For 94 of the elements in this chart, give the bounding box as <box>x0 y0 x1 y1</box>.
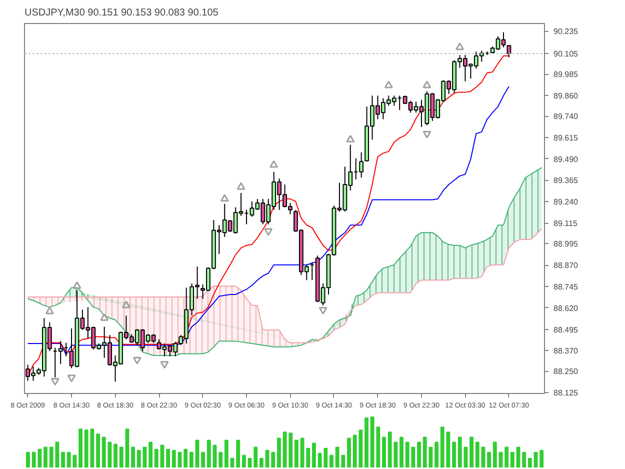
bar <box>136 450 141 468</box>
bar <box>230 458 234 468</box>
bar <box>492 442 497 468</box>
bar <box>184 448 188 468</box>
bar <box>458 436 462 468</box>
y-tick-label: 88.995 <box>554 240 579 249</box>
bar <box>166 448 170 468</box>
bar <box>61 452 65 468</box>
y-tick-label: 88.870 <box>554 261 579 270</box>
bar <box>504 446 509 468</box>
bar <box>276 438 281 468</box>
bar <box>312 442 316 468</box>
y-tick-label: 89.985 <box>554 70 579 80</box>
bar <box>470 436 474 468</box>
point <box>422 80 432 88</box>
point <box>72 281 82 289</box>
bar <box>78 428 82 468</box>
ref-line-label: 90.105 <box>554 49 579 58</box>
bar <box>522 452 526 468</box>
bar <box>516 446 520 468</box>
point <box>100 313 109 321</box>
bar <box>481 446 486 468</box>
y-tick-label: 89.115 <box>554 219 578 228</box>
y-tick-label: 88.745 <box>554 282 579 292</box>
bar <box>114 444 118 468</box>
bar <box>510 452 514 468</box>
bar <box>248 458 252 468</box>
y-tick-label: 89.615 <box>554 133 579 142</box>
point <box>132 356 142 364</box>
y-tick-label: 89.860 <box>554 91 579 100</box>
bar <box>236 440 240 468</box>
bar <box>189 452 194 468</box>
point <box>160 361 169 369</box>
line-series <box>27 228 542 344</box>
bar <box>206 440 211 468</box>
point <box>122 300 130 308</box>
bar <box>382 436 386 468</box>
bar <box>400 436 404 468</box>
bar <box>364 418 368 468</box>
bar <box>131 446 136 468</box>
bar <box>259 458 264 468</box>
bar <box>148 442 153 468</box>
bar <box>498 452 503 468</box>
point <box>45 306 54 314</box>
point <box>67 374 76 382</box>
y-tick-label: 88.495 <box>554 325 579 334</box>
bar <box>125 428 130 468</box>
y-tick-label: 90.235 <box>554 27 579 36</box>
point <box>264 228 273 236</box>
bar <box>540 450 544 468</box>
bar <box>224 440 228 468</box>
chart-title: USDJPY,M30 90.151 90.153 90.083 90.105 <box>24 8 219 18</box>
bar <box>330 454 334 468</box>
bar <box>154 448 158 468</box>
bar <box>434 442 438 468</box>
y-tick-label: 88.125 <box>554 388 579 398</box>
bar <box>271 452 276 468</box>
bar <box>487 452 492 468</box>
bar <box>26 452 30 468</box>
point <box>318 306 328 315</box>
bar <box>294 440 298 468</box>
point <box>220 194 229 202</box>
y-tick-label: 89.740 <box>554 112 579 121</box>
y-tick-label: 89.490 <box>554 154 579 164</box>
bar <box>452 442 456 468</box>
y-tick-label: 89.240 <box>554 198 579 207</box>
bar <box>242 454 246 468</box>
y-tick-label: 88.250 <box>554 367 579 376</box>
bar <box>534 452 538 468</box>
y-tick-label: 89.365 <box>554 176 579 186</box>
y-tick-label: 88.370 <box>554 346 579 356</box>
point <box>236 182 246 190</box>
bar <box>417 442 421 468</box>
point <box>384 80 393 88</box>
point <box>50 378 60 386</box>
point <box>455 42 464 50</box>
bar <box>142 446 147 468</box>
bar <box>265 450 270 468</box>
bar <box>254 446 258 468</box>
bar <box>528 458 532 468</box>
y-tick-label: 88.620 <box>554 304 579 313</box>
bar <box>464 446 468 468</box>
bar <box>347 438 351 468</box>
point <box>270 160 278 168</box>
bar <box>475 442 480 468</box>
bar <box>195 440 200 468</box>
bar <box>119 446 124 468</box>
bar <box>218 452 223 468</box>
bar <box>96 434 100 468</box>
bar <box>201 452 206 468</box>
bar <box>44 446 48 468</box>
point <box>346 134 355 142</box>
bar <box>178 452 182 468</box>
bar <box>172 450 176 468</box>
